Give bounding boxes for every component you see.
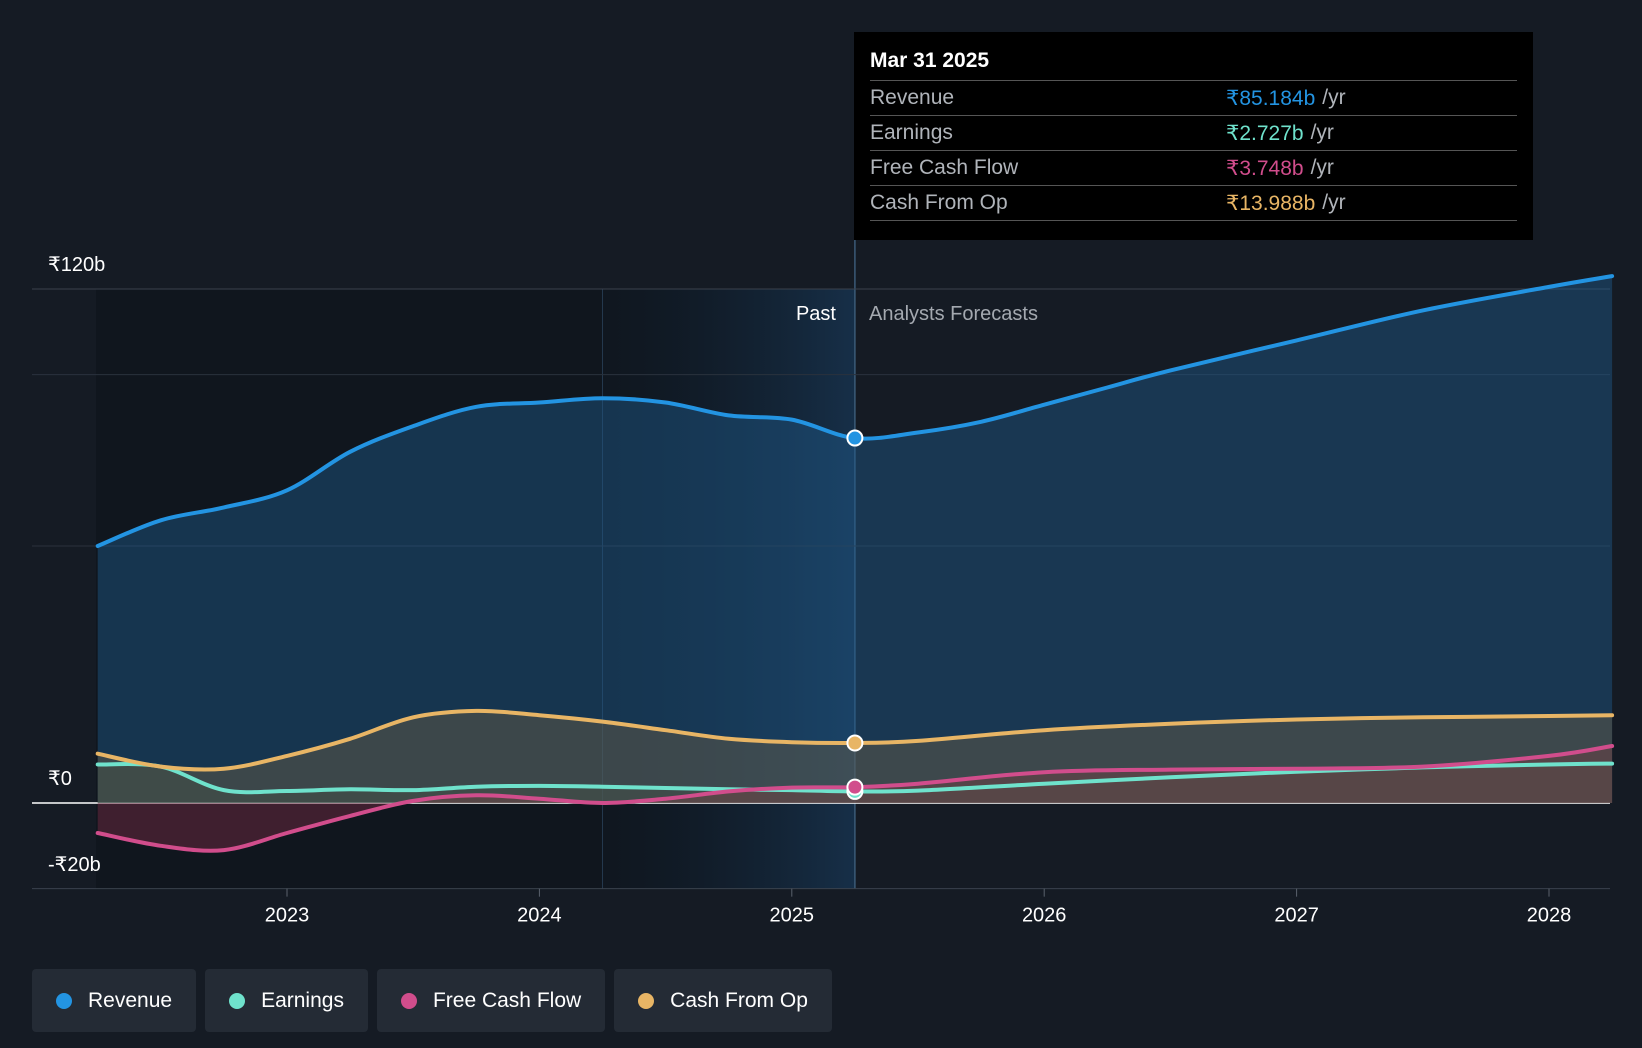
tooltip: Mar 31 2025 Revenue ₹85.184b /yr Earning… <box>854 32 1533 240</box>
financial-chart: ₹120b ₹0 -₹20b Past Analysts Forecasts 2… <box>32 240 1615 927</box>
cash-from-op-dot-icon <box>638 992 655 1009</box>
x-tick-label: 2025 <box>770 905 815 927</box>
y-label-bottom: -₹20b <box>48 854 101 876</box>
tooltip-value: ₹3.748b <box>1226 156 1304 180</box>
x-tick-label: 2028 <box>1527 905 1572 927</box>
x-tick-label: 2024 <box>517 905 562 927</box>
revenue-line <box>95 274 1615 548</box>
tooltip-row-free-cash-flow: Free Cash Flow ₹3.748b /yr <box>870 151 1517 186</box>
y-label-zero: ₹0 <box>48 768 72 790</box>
free-cash-flow-line <box>95 744 1615 853</box>
tooltip-label: Revenue <box>870 86 955 109</box>
legend: Revenue Earnings Free Cash Flow Cash Fro… <box>32 969 832 1032</box>
tooltip-label: Free Cash Flow <box>870 156 1019 179</box>
tooltip-label: Cash From Op <box>870 191 1008 214</box>
tooltip-unit: /yr <box>1310 156 1334 179</box>
past-label: Past <box>796 303 836 325</box>
legend-item-earnings[interactable]: Earnings <box>205 969 368 1032</box>
tooltip-row-cash-from-op: Cash From Op ₹13.988b /yr <box>870 186 1517 221</box>
revenue-marker <box>846 429 864 447</box>
tooltip-unit: /yr <box>1322 86 1346 109</box>
tooltip-label: Earnings <box>870 121 953 144</box>
y-label-top: ₹120b <box>48 254 105 276</box>
legend-label: Cash From Op <box>670 988 808 1012</box>
cash-from-op-line <box>95 708 1615 772</box>
legend-item-revenue[interactable]: Revenue <box>32 969 197 1032</box>
free-cash-flow-dot-icon <box>400 992 417 1009</box>
cash-from-op-area <box>97 710 1613 803</box>
legend-item-cash-from-op[interactable]: Cash From Op <box>614 969 832 1032</box>
x-tick-label: 2026 <box>1022 905 1067 927</box>
forecast-label: Analysts Forecasts <box>869 303 1038 325</box>
legend-label: Earnings <box>261 988 344 1012</box>
tooltip-unit: /yr <box>1322 191 1346 214</box>
earnings-dot-icon <box>229 992 246 1009</box>
legend-item-free-cash-flow[interactable]: Free Cash Flow <box>376 969 606 1032</box>
legend-label: Revenue <box>88 988 173 1012</box>
x-tick-label: 2023 <box>265 905 310 927</box>
tooltip-date: Mar 31 2025 <box>870 46 1517 81</box>
tooltip-value: ₹13.988b <box>1226 191 1316 215</box>
earnings-area <box>97 763 1613 803</box>
tooltip-value: ₹2.727b <box>1226 121 1304 145</box>
free-cash-flow-marker <box>846 778 864 796</box>
legend-label: Free Cash Flow <box>432 988 582 1012</box>
revenue-dot-icon <box>56 992 72 1009</box>
cash-from-op-marker <box>846 734 864 752</box>
tooltip-unit: /yr <box>1310 121 1334 144</box>
tooltip-row-revenue: Revenue ₹85.184b /yr <box>870 81 1517 116</box>
tooltip-row-earnings: Earnings ₹2.727b /yr <box>870 116 1517 151</box>
tooltip-value: ₹85.184b <box>1226 86 1316 110</box>
x-tick-label: 2027 <box>1274 905 1319 927</box>
